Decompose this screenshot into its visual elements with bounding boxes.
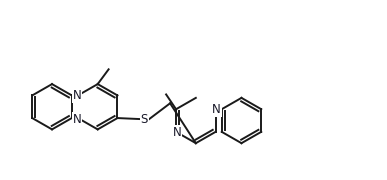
Text: N: N — [212, 103, 221, 116]
Text: N: N — [72, 89, 81, 102]
Text: N: N — [173, 126, 182, 139]
Text: S: S — [140, 112, 148, 125]
Text: N: N — [72, 112, 81, 125]
